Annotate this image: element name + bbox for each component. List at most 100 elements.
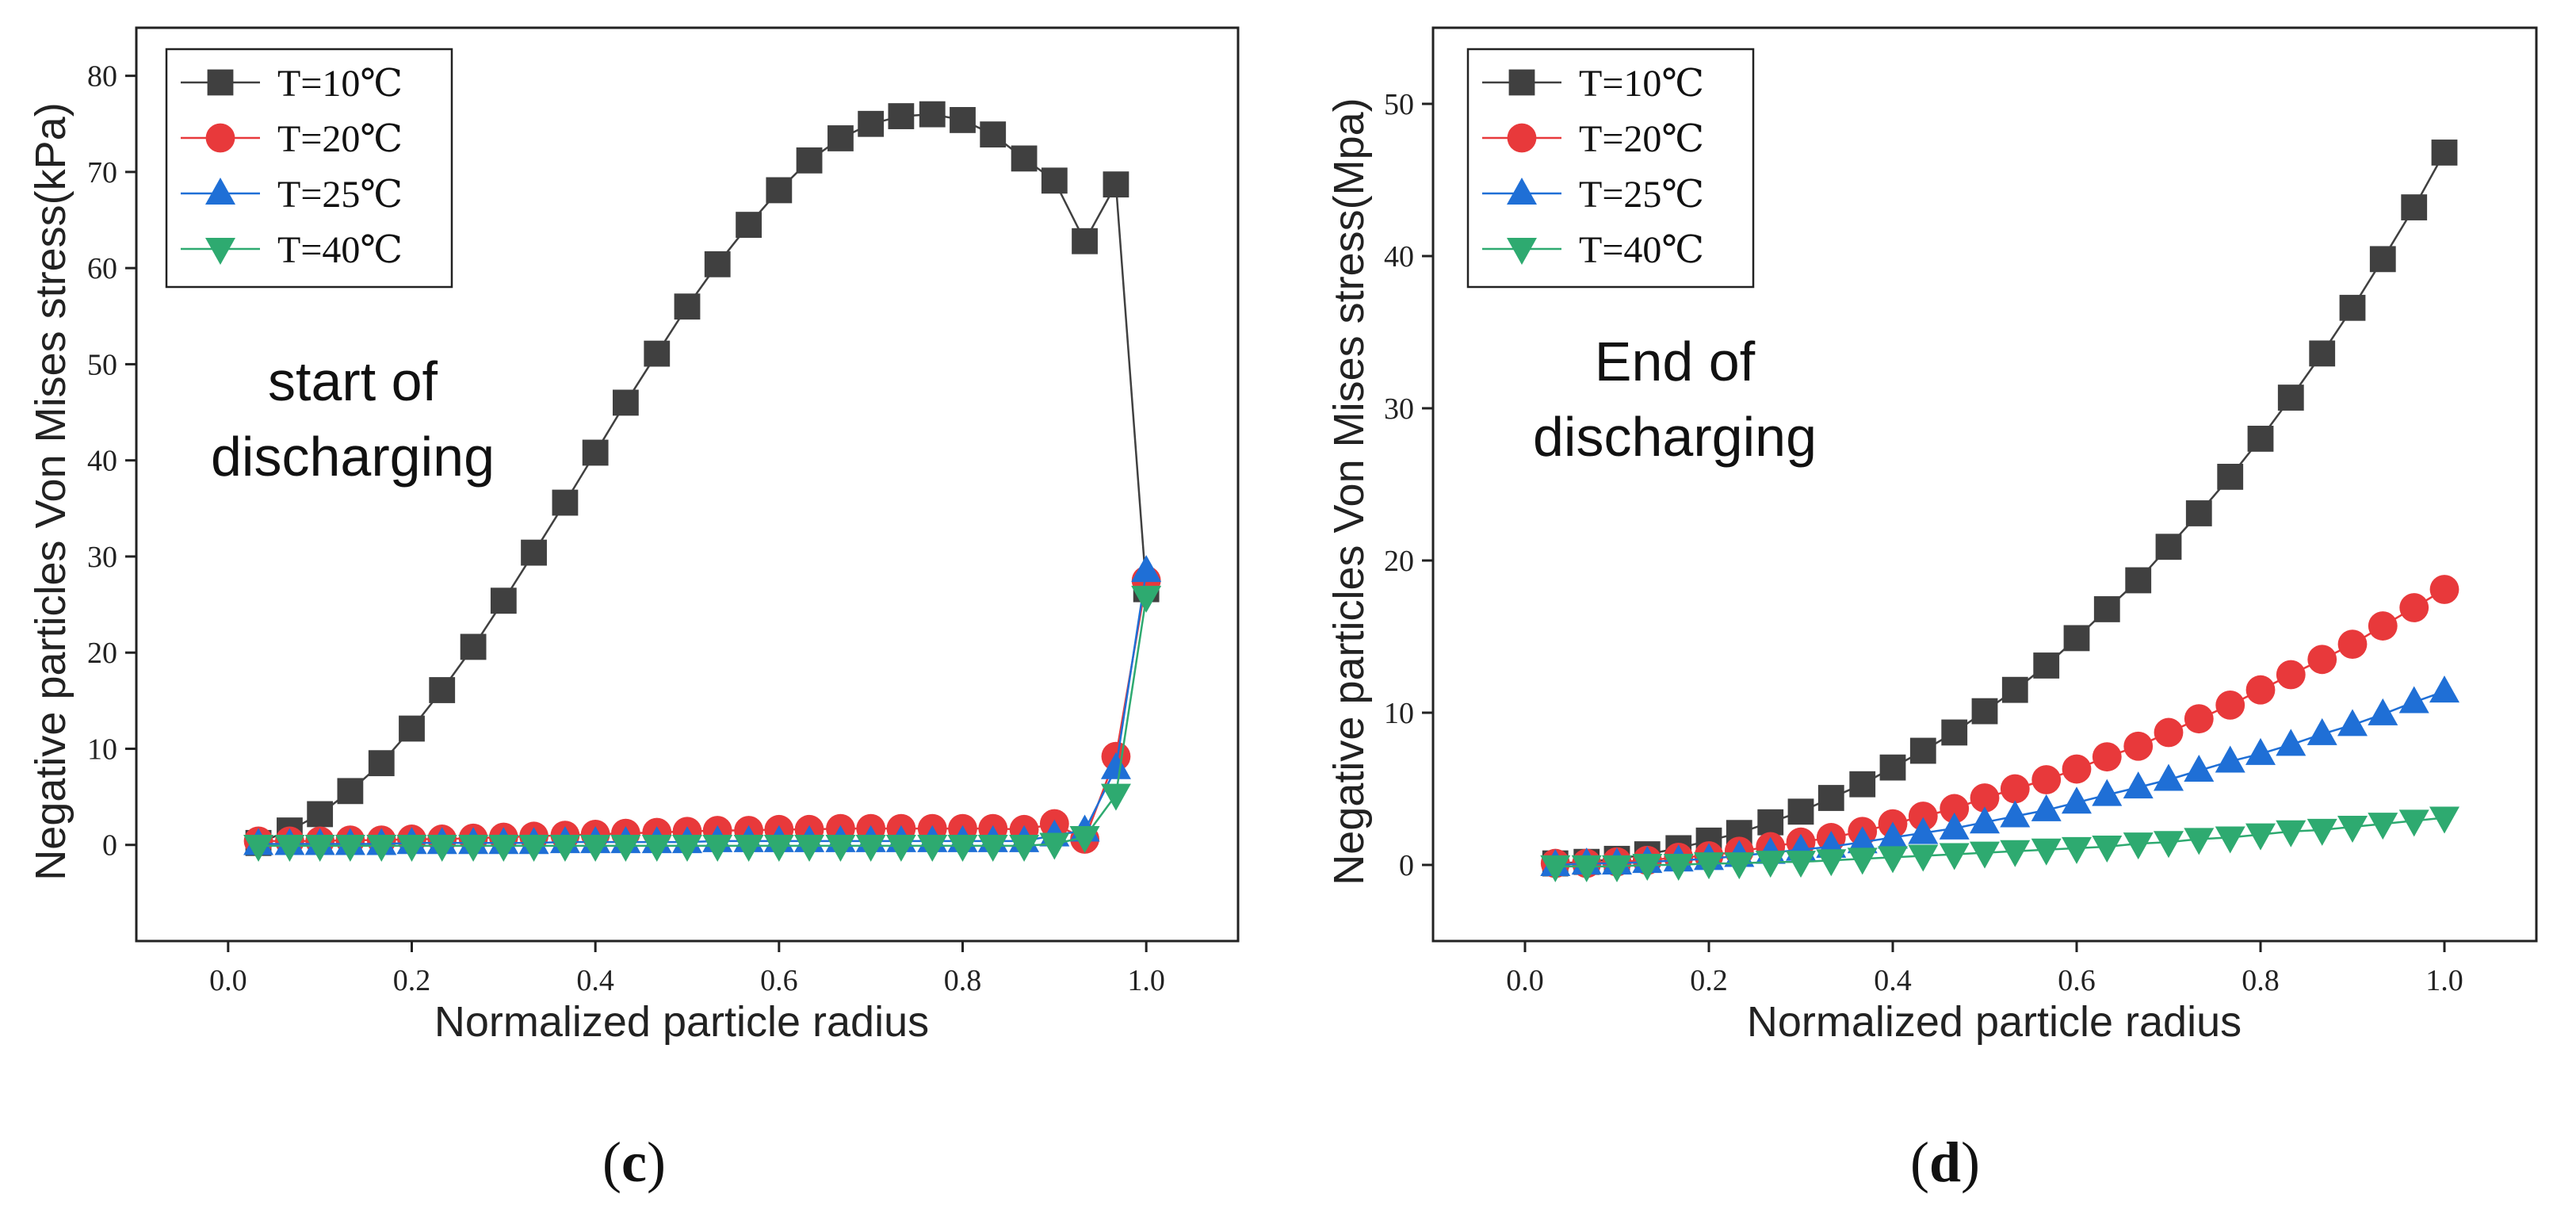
data-point: [855, 834, 886, 862]
data-point: [917, 834, 948, 862]
data-point: [733, 834, 764, 862]
series-triangle-up: [1540, 675, 2459, 876]
data-point: [2123, 771, 2154, 799]
panel-label-close: ): [647, 1131, 666, 1194]
data-point: [1632, 854, 1663, 881]
data-point: [2092, 779, 2123, 806]
data-point: [702, 834, 733, 862]
data-point: [2307, 645, 2337, 675]
panel-label-open: (: [1910, 1131, 1929, 1194]
x-tick-label: 0.0: [1506, 964, 1544, 997]
data-point: [1011, 145, 1038, 172]
data-point: [458, 834, 489, 862]
panel-label-close: ): [1961, 1131, 1980, 1194]
data-point: [549, 834, 580, 862]
data-point: [2184, 754, 2215, 782]
legend-marker: [1507, 123, 1537, 153]
data-point: [2247, 426, 2274, 452]
x-tick-label: 1.0: [1127, 964, 1165, 997]
data-point: [1909, 737, 1936, 764]
annotation-text: discharging: [1533, 406, 1817, 468]
data-point: [1100, 783, 1131, 811]
data-point: [2062, 754, 2092, 784]
data-point: [2429, 675, 2459, 703]
data-point: [518, 834, 549, 862]
x-tick-label: 0.2: [1690, 964, 1728, 997]
y-tick-label: 50: [87, 348, 117, 381]
data-point: [2276, 660, 2306, 690]
data-point: [307, 801, 334, 828]
series-line: [258, 596, 1148, 847]
legend: T=10℃ T=20℃ T=25℃ T=40℃: [1466, 48, 1755, 289]
data-point: [1939, 812, 1970, 840]
data-point: [396, 834, 427, 862]
data-point: [2245, 675, 2276, 705]
data-point: [2277, 385, 2304, 411]
data-point: [1540, 855, 1571, 882]
data-point: [1072, 228, 1098, 254]
y-tick-label: 10: [87, 733, 117, 766]
data-point: [368, 750, 395, 777]
x-tick-label: 0.4: [1874, 964, 1912, 997]
data-point: [2123, 832, 2154, 860]
panel-label-letter: d: [1929, 1131, 1961, 1194]
data-point: [2337, 709, 2368, 736]
data-point: [2429, 575, 2459, 604]
data-point: [1847, 847, 1878, 875]
data-point: [2276, 820, 2307, 847]
data-point: [304, 834, 335, 862]
x-tick-label: 1.0: [2425, 964, 2463, 997]
data-point: [1908, 802, 1938, 831]
data-point: [2031, 765, 2062, 794]
data-point: [2398, 686, 2429, 714]
legend-marker: [207, 69, 234, 96]
legend-label: T=10℃: [277, 63, 403, 105]
data-point: [1069, 826, 1100, 854]
data-point: [2431, 140, 2458, 166]
data-point: [2369, 246, 2396, 273]
data-point: [763, 834, 794, 862]
legend-marker: [1507, 238, 1537, 265]
data-point: [2307, 818, 2337, 846]
data-point: [2155, 534, 2182, 561]
data-point: [2309, 340, 2336, 367]
data-point: [1786, 851, 1816, 878]
data-point: [1970, 783, 2000, 813]
y-tick-label: 70: [87, 156, 117, 189]
y-tick-label: 20: [1384, 545, 1414, 578]
data-point: [2000, 774, 2030, 804]
plot-frame: [135, 26, 1240, 943]
data-point: [2399, 593, 2429, 622]
y-tick-label: 10: [1384, 697, 1414, 730]
data-point: [610, 834, 641, 862]
annotation-text: End of: [1595, 331, 1756, 392]
data-point: [580, 834, 611, 862]
y-tick-label: 80: [87, 60, 117, 94]
data-point: [1878, 846, 1908, 874]
data-point: [1724, 852, 1755, 880]
legend-marker: [205, 123, 235, 153]
data-point: [1757, 809, 1784, 836]
data-point: [2217, 464, 2244, 490]
data-point: [672, 834, 702, 862]
chart-panel-c: 0.0 0.2 0.4 0.6 0.8 1.0 0 10 20 30 40 50 60 70 80 Norma…: [27, 26, 1240, 1194]
data-point: [1816, 849, 1847, 877]
annotation-text: start of: [268, 350, 438, 412]
data-point: [1009, 834, 1040, 862]
panel-label: (d): [1910, 1131, 1980, 1194]
legend-label: T=40℃: [1579, 229, 1704, 271]
data-point: [1755, 851, 1786, 878]
data-point: [1131, 555, 1162, 583]
data-point: [2093, 596, 2120, 622]
data-point: [2307, 717, 2337, 745]
y-tick-label: 40: [1384, 240, 1414, 274]
series-circle: [243, 565, 1161, 856]
y-tick-label: 50: [1384, 88, 1414, 121]
data-point: [429, 677, 456, 703]
series-line: [258, 570, 1148, 845]
data-point: [888, 103, 915, 129]
series-line: [258, 580, 1148, 843]
data-point: [582, 439, 609, 466]
data-point: [612, 389, 639, 416]
data-point: [919, 101, 946, 128]
